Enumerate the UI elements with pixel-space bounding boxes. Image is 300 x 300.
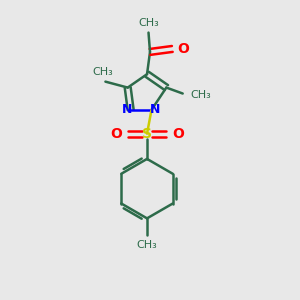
Text: CH₃: CH₃ <box>190 90 211 100</box>
Text: N: N <box>150 103 160 116</box>
Text: O: O <box>172 127 184 141</box>
Text: CH₃: CH₃ <box>93 67 113 77</box>
Text: O: O <box>178 42 190 56</box>
Text: S: S <box>142 127 152 141</box>
Text: CH₃: CH₃ <box>138 18 159 28</box>
Text: O: O <box>110 127 122 141</box>
Text: N: N <box>122 103 132 116</box>
Text: CH₃: CH₃ <box>137 240 158 250</box>
